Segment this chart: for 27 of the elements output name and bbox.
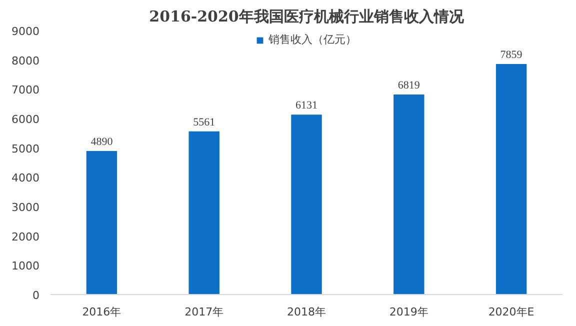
x-tick-label: 2020年E	[488, 306, 534, 318]
y-tick-label: 8000	[12, 54, 40, 68]
y-tick-label: 7000	[12, 84, 40, 97]
x-tick-label: 2018年	[287, 306, 326, 318]
data-label: 6131	[296, 100, 318, 112]
data-label: 6819	[398, 79, 420, 92]
x-tick-label: 2019年	[389, 306, 428, 318]
y-tick-label: 9000	[12, 25, 40, 38]
y-tick-label: 4000	[12, 172, 40, 185]
bar	[291, 114, 322, 294]
data-label: 5561	[193, 116, 216, 128]
bar	[394, 94, 424, 294]
y-tick-label: 0	[32, 289, 40, 302]
x-tick-label: 2017年	[184, 306, 224, 318]
bar	[86, 151, 118, 294]
y-tick-label: 5000	[12, 142, 40, 156]
data-label: 7859	[500, 48, 523, 61]
bar	[188, 131, 220, 294]
chart-title: 2016-2020年我国医疗机械行业销售收入情况	[149, 8, 465, 26]
y-tick-label: 6000	[12, 113, 40, 126]
y-tick-label: 3000	[12, 201, 40, 214]
legend-label: 销售收入（亿元）	[268, 32, 356, 47]
data-label: 4890	[90, 136, 114, 148]
bar	[496, 64, 527, 294]
x-tick-label: 2016年	[82, 306, 122, 318]
y-tick-label: 1000	[12, 260, 40, 273]
y-tick-label: 2000	[12, 230, 40, 244]
